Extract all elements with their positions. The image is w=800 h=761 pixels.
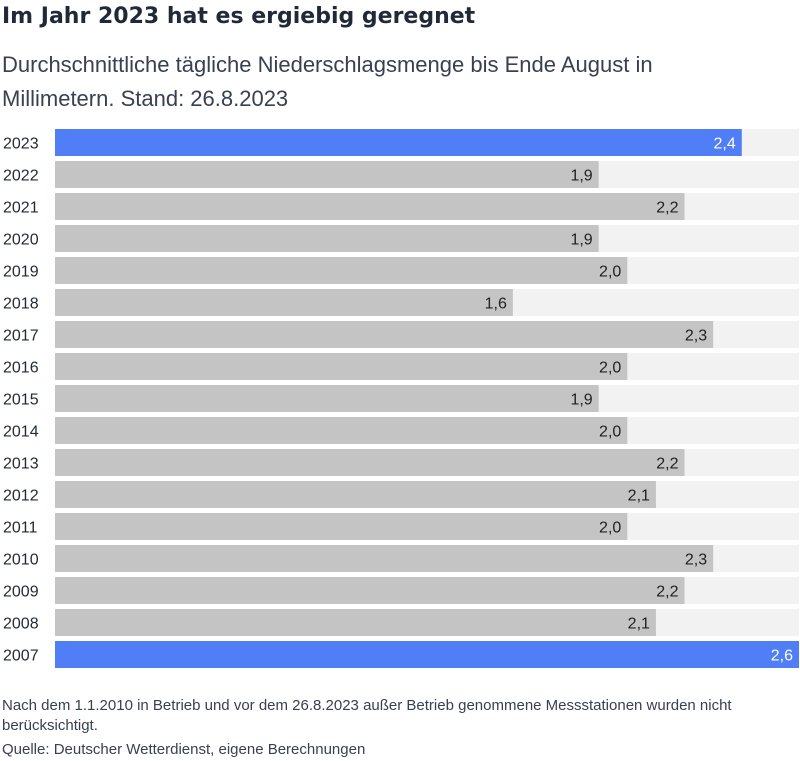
bar-2010 bbox=[55, 545, 714, 572]
value-label-2018: 1,6 bbox=[485, 296, 507, 313]
category-label-2013: 2013 bbox=[3, 456, 39, 473]
category-label-2019: 2019 bbox=[3, 264, 39, 281]
category-label-2011: 2011 bbox=[3, 520, 38, 537]
value-label-2012: 2,1 bbox=[628, 488, 650, 505]
value-label-2013: 2,2 bbox=[656, 456, 678, 473]
value-label-2021: 2,2 bbox=[656, 200, 678, 217]
value-label-2015: 1,9 bbox=[570, 392, 592, 409]
category-label-2022: 2022 bbox=[3, 168, 39, 185]
value-label-2007: 2,6 bbox=[771, 648, 793, 665]
bar-2017 bbox=[55, 321, 714, 348]
category-label-2012: 2012 bbox=[3, 488, 39, 505]
category-label-2020: 2020 bbox=[3, 232, 39, 249]
category-label-2015: 2015 bbox=[3, 392, 39, 409]
category-label-2021: 2021 bbox=[3, 200, 39, 217]
category-label-2023: 2023 bbox=[3, 136, 39, 153]
chart-title: Im Jahr 2023 hat es ergiebig geregnet bbox=[2, 4, 476, 29]
category-label-2018: 2018 bbox=[3, 296, 39, 313]
bar-2019 bbox=[55, 257, 628, 284]
value-label-2011: 2,0 bbox=[599, 520, 621, 537]
value-label-2019: 2,0 bbox=[599, 264, 621, 281]
bar-chart: 2023 2,4 2022 1,9 2021 2,2 2020 1,9 2019 2,0 2018 1… bbox=[3, 129, 799, 668]
bar-2021 bbox=[55, 193, 685, 220]
value-label-2020: 1,9 bbox=[570, 232, 592, 249]
value-label-2014: 2,0 bbox=[599, 424, 621, 441]
bar-2008 bbox=[55, 609, 656, 636]
bar-2022 bbox=[55, 161, 599, 188]
bar-2013 bbox=[55, 449, 685, 476]
value-label-2023: 2,4 bbox=[714, 136, 736, 153]
bar-2015 bbox=[55, 385, 599, 412]
bar-2020 bbox=[55, 225, 599, 252]
value-label-2017: 2,3 bbox=[685, 328, 707, 345]
bar-2014 bbox=[55, 417, 628, 444]
category-label-2010: 2010 bbox=[3, 552, 39, 569]
category-label-2007: 2007 bbox=[3, 648, 39, 665]
bar-2011 bbox=[55, 513, 628, 540]
category-label-2008: 2008 bbox=[3, 616, 39, 633]
category-label-2009: 2009 bbox=[3, 584, 39, 601]
category-label-2016: 2016 bbox=[3, 360, 39, 377]
value-label-2008: 2,1 bbox=[628, 616, 650, 633]
bar-2023 bbox=[55, 129, 742, 156]
bar-2012 bbox=[55, 481, 656, 508]
chart-subtitle: Durchschnittliche tägliche Niederschlags… bbox=[2, 52, 653, 111]
source-note: Quelle: Deutscher Wetterdienst, eigene B… bbox=[2, 741, 366, 758]
category-label-2017: 2017 bbox=[3, 328, 39, 345]
bar-2009 bbox=[55, 577, 685, 604]
value-label-2009: 2,2 bbox=[656, 584, 678, 601]
value-label-2010: 2,3 bbox=[685, 552, 707, 569]
bar-2007 bbox=[55, 641, 799, 668]
bar-2016 bbox=[55, 353, 628, 380]
bar-2018 bbox=[55, 289, 513, 316]
category-label-2014: 2014 bbox=[3, 424, 39, 441]
value-label-2022: 1,9 bbox=[570, 168, 592, 185]
value-label-2016: 2,0 bbox=[599, 360, 621, 377]
footnote: Nach dem 1.1.2010 in Betrieb und vor dem… bbox=[2, 697, 732, 734]
